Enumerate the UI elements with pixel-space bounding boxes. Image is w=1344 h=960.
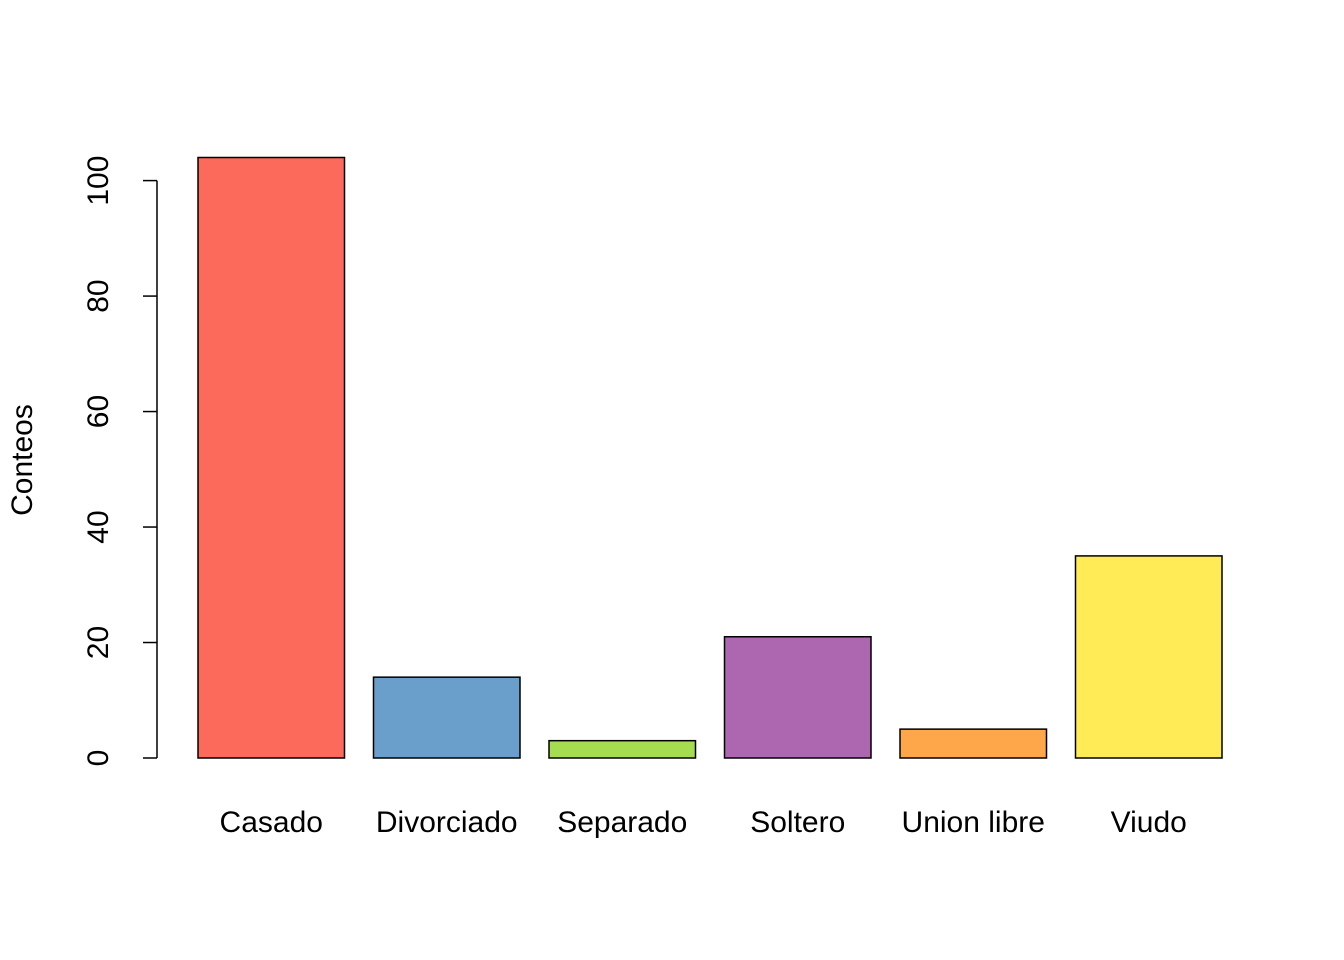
y-tick-label: 100 <box>82 156 115 206</box>
bar <box>1074 555 1223 759</box>
y-tick-label: 40 <box>82 510 115 543</box>
bar <box>548 739 697 759</box>
y-tick-label: 60 <box>82 395 115 428</box>
bar <box>723 635 872 759</box>
bar <box>899 728 1048 759</box>
x-tick-label: Casado <box>220 806 323 839</box>
bar <box>197 156 346 759</box>
y-tick-label: 0 <box>82 750 115 767</box>
x-tick-label: Separado <box>557 806 687 839</box>
x-tick-label: Union libre <box>902 806 1045 839</box>
y-tick-label: 20 <box>82 626 115 659</box>
y-tick-label: 80 <box>82 279 115 312</box>
bar <box>372 676 521 759</box>
x-tick-label: Soltero <box>750 806 845 839</box>
x-tick-label: Viudo <box>1111 806 1187 839</box>
x-tick-label: Divorciado <box>376 806 518 839</box>
y-axis-title: Conteos <box>6 404 39 516</box>
